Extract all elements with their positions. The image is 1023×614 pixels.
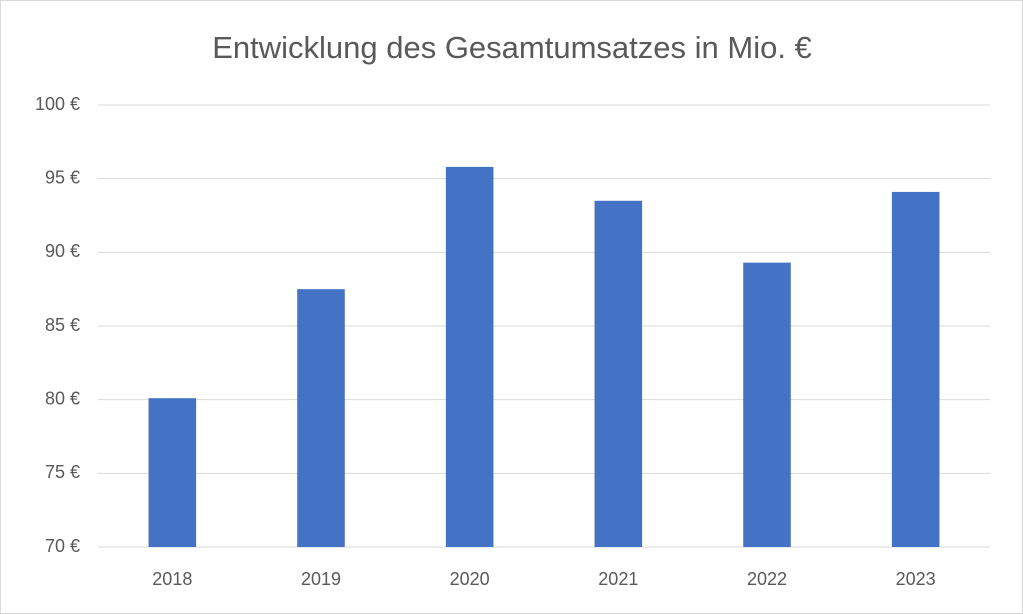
bar xyxy=(743,262,791,547)
x-tick-label: 2020 xyxy=(450,569,490,589)
y-tick-label: 95 € xyxy=(45,167,80,187)
x-tick-label: 2019 xyxy=(301,569,341,589)
bar xyxy=(148,398,197,547)
bar xyxy=(297,289,345,547)
y-tick-label: 75 € xyxy=(45,462,80,482)
bar xyxy=(891,191,940,547)
y-tick-label: 100 € xyxy=(35,94,80,114)
x-tick-label: 2022 xyxy=(747,569,787,589)
bar xyxy=(594,200,643,547)
y-tick-label: 80 € xyxy=(45,388,80,408)
y-tick-label: 70 € xyxy=(45,536,80,556)
x-tick-label: 2018 xyxy=(152,569,192,589)
x-tick-label: 2023 xyxy=(896,569,936,589)
y-tick-label: 90 € xyxy=(45,241,80,261)
bar xyxy=(445,166,494,547)
chart-title: Entwicklung des Gesamtumsatzes in Mio. € xyxy=(212,30,812,65)
y-tick-label: 85 € xyxy=(45,315,80,335)
x-tick-label: 2021 xyxy=(598,569,638,589)
